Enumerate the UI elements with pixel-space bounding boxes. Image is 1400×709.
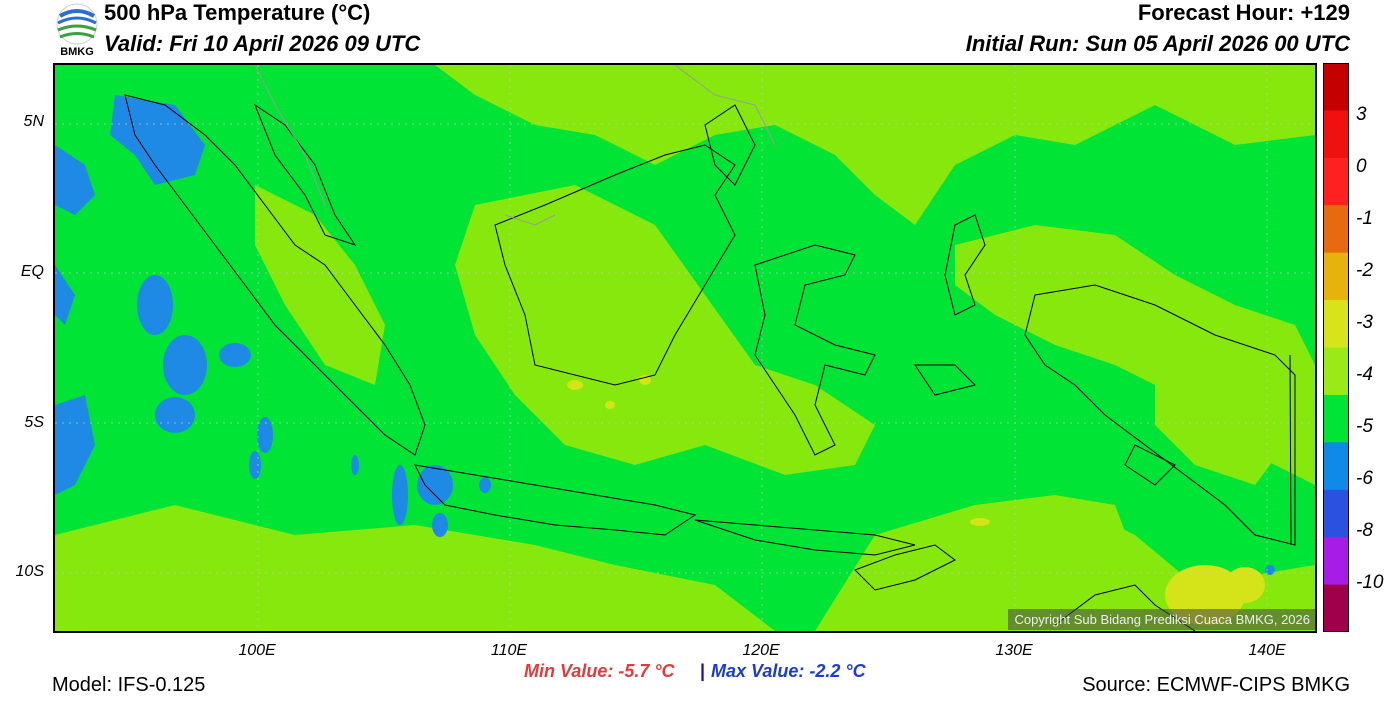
colorbar-segment bbox=[1323, 347, 1349, 396]
lat-label-eq: EQ bbox=[20, 263, 44, 280]
lon-label-140e: 140E bbox=[1248, 642, 1286, 659]
lon-label-130e: 130E bbox=[995, 642, 1033, 659]
colorbar-label-minus10: -10 bbox=[1356, 572, 1384, 593]
colorbar-label-minus3: -3 bbox=[1356, 312, 1373, 333]
colorbar-segment bbox=[1323, 252, 1349, 301]
data-source: Source: ECMWF-CIPS BMKG bbox=[1082, 674, 1350, 696]
min-value: Min Value: -5.7 °C bbox=[524, 661, 675, 681]
stats-separator: | bbox=[700, 661, 706, 681]
model-name: Model: IFS-0.125 bbox=[52, 674, 206, 696]
colorbar-segment bbox=[1323, 205, 1349, 254]
colorbar-segment bbox=[1323, 537, 1349, 586]
colorbar-segment bbox=[1323, 63, 1349, 111]
colorbar-segment bbox=[1323, 584, 1349, 633]
initial-run: Initial Run: Sun 05 April 2026 00 UTC bbox=[965, 31, 1350, 56]
lon-label-120e: 120E bbox=[742, 642, 780, 659]
colorbar-label-minus1: -1 bbox=[1356, 208, 1373, 229]
admin-borders bbox=[254, 65, 776, 226]
colorbar-label-0: 0 bbox=[1356, 156, 1367, 177]
lat-label-10s: 10S bbox=[15, 563, 44, 580]
lon-label-110e: 110E bbox=[490, 642, 528, 659]
colorbar-label-minus4: -4 bbox=[1356, 364, 1373, 385]
bmkg-logo bbox=[52, 2, 102, 60]
coastlines bbox=[124, 94, 1296, 631]
colorbar-segment bbox=[1323, 110, 1349, 159]
lat-label-5n: 5N bbox=[23, 113, 44, 130]
colorbar-segment bbox=[1323, 442, 1349, 491]
field-minus3-regions bbox=[55, 65, 1315, 631]
colorbar-segment bbox=[1323, 300, 1349, 348]
forecast-hour: Forecast Hour: +129 bbox=[1137, 0, 1350, 25]
logo-text: BMKG bbox=[60, 46, 94, 58]
colorbar-segment bbox=[1323, 489, 1349, 538]
colorbar-label-minus5: -5 bbox=[1356, 416, 1373, 437]
valid-time: Valid: Fri 10 April 2026 09 UTC bbox=[104, 31, 421, 56]
colorbar-segment bbox=[1323, 394, 1349, 443]
colorbar bbox=[1323, 63, 1349, 633]
colorbar-label-minus2: -2 bbox=[1356, 260, 1373, 281]
colorbar-label-minus8: -8 bbox=[1356, 520, 1373, 541]
max-value: Max Value: -2.2 °C bbox=[711, 661, 866, 681]
colorbar-label-minus6: -6 bbox=[1356, 468, 1373, 489]
copyright-notice: Copyright Sub Bidang Prediksi Cuaca BMKG… bbox=[1008, 609, 1316, 630]
graticule bbox=[55, 65, 1315, 631]
colorbar-segment bbox=[1323, 157, 1349, 206]
map-title: 500 hPa Temperature (°C) bbox=[104, 0, 371, 25]
lat-label-5s: 5S bbox=[24, 414, 44, 431]
colorbar-border bbox=[1323, 63, 1349, 632]
temperature-map bbox=[53, 63, 1317, 633]
map-field-svg bbox=[55, 65, 1315, 631]
colorbar-label-3: 3 bbox=[1356, 104, 1367, 125]
lon-label-100e: 100E bbox=[238, 642, 276, 659]
